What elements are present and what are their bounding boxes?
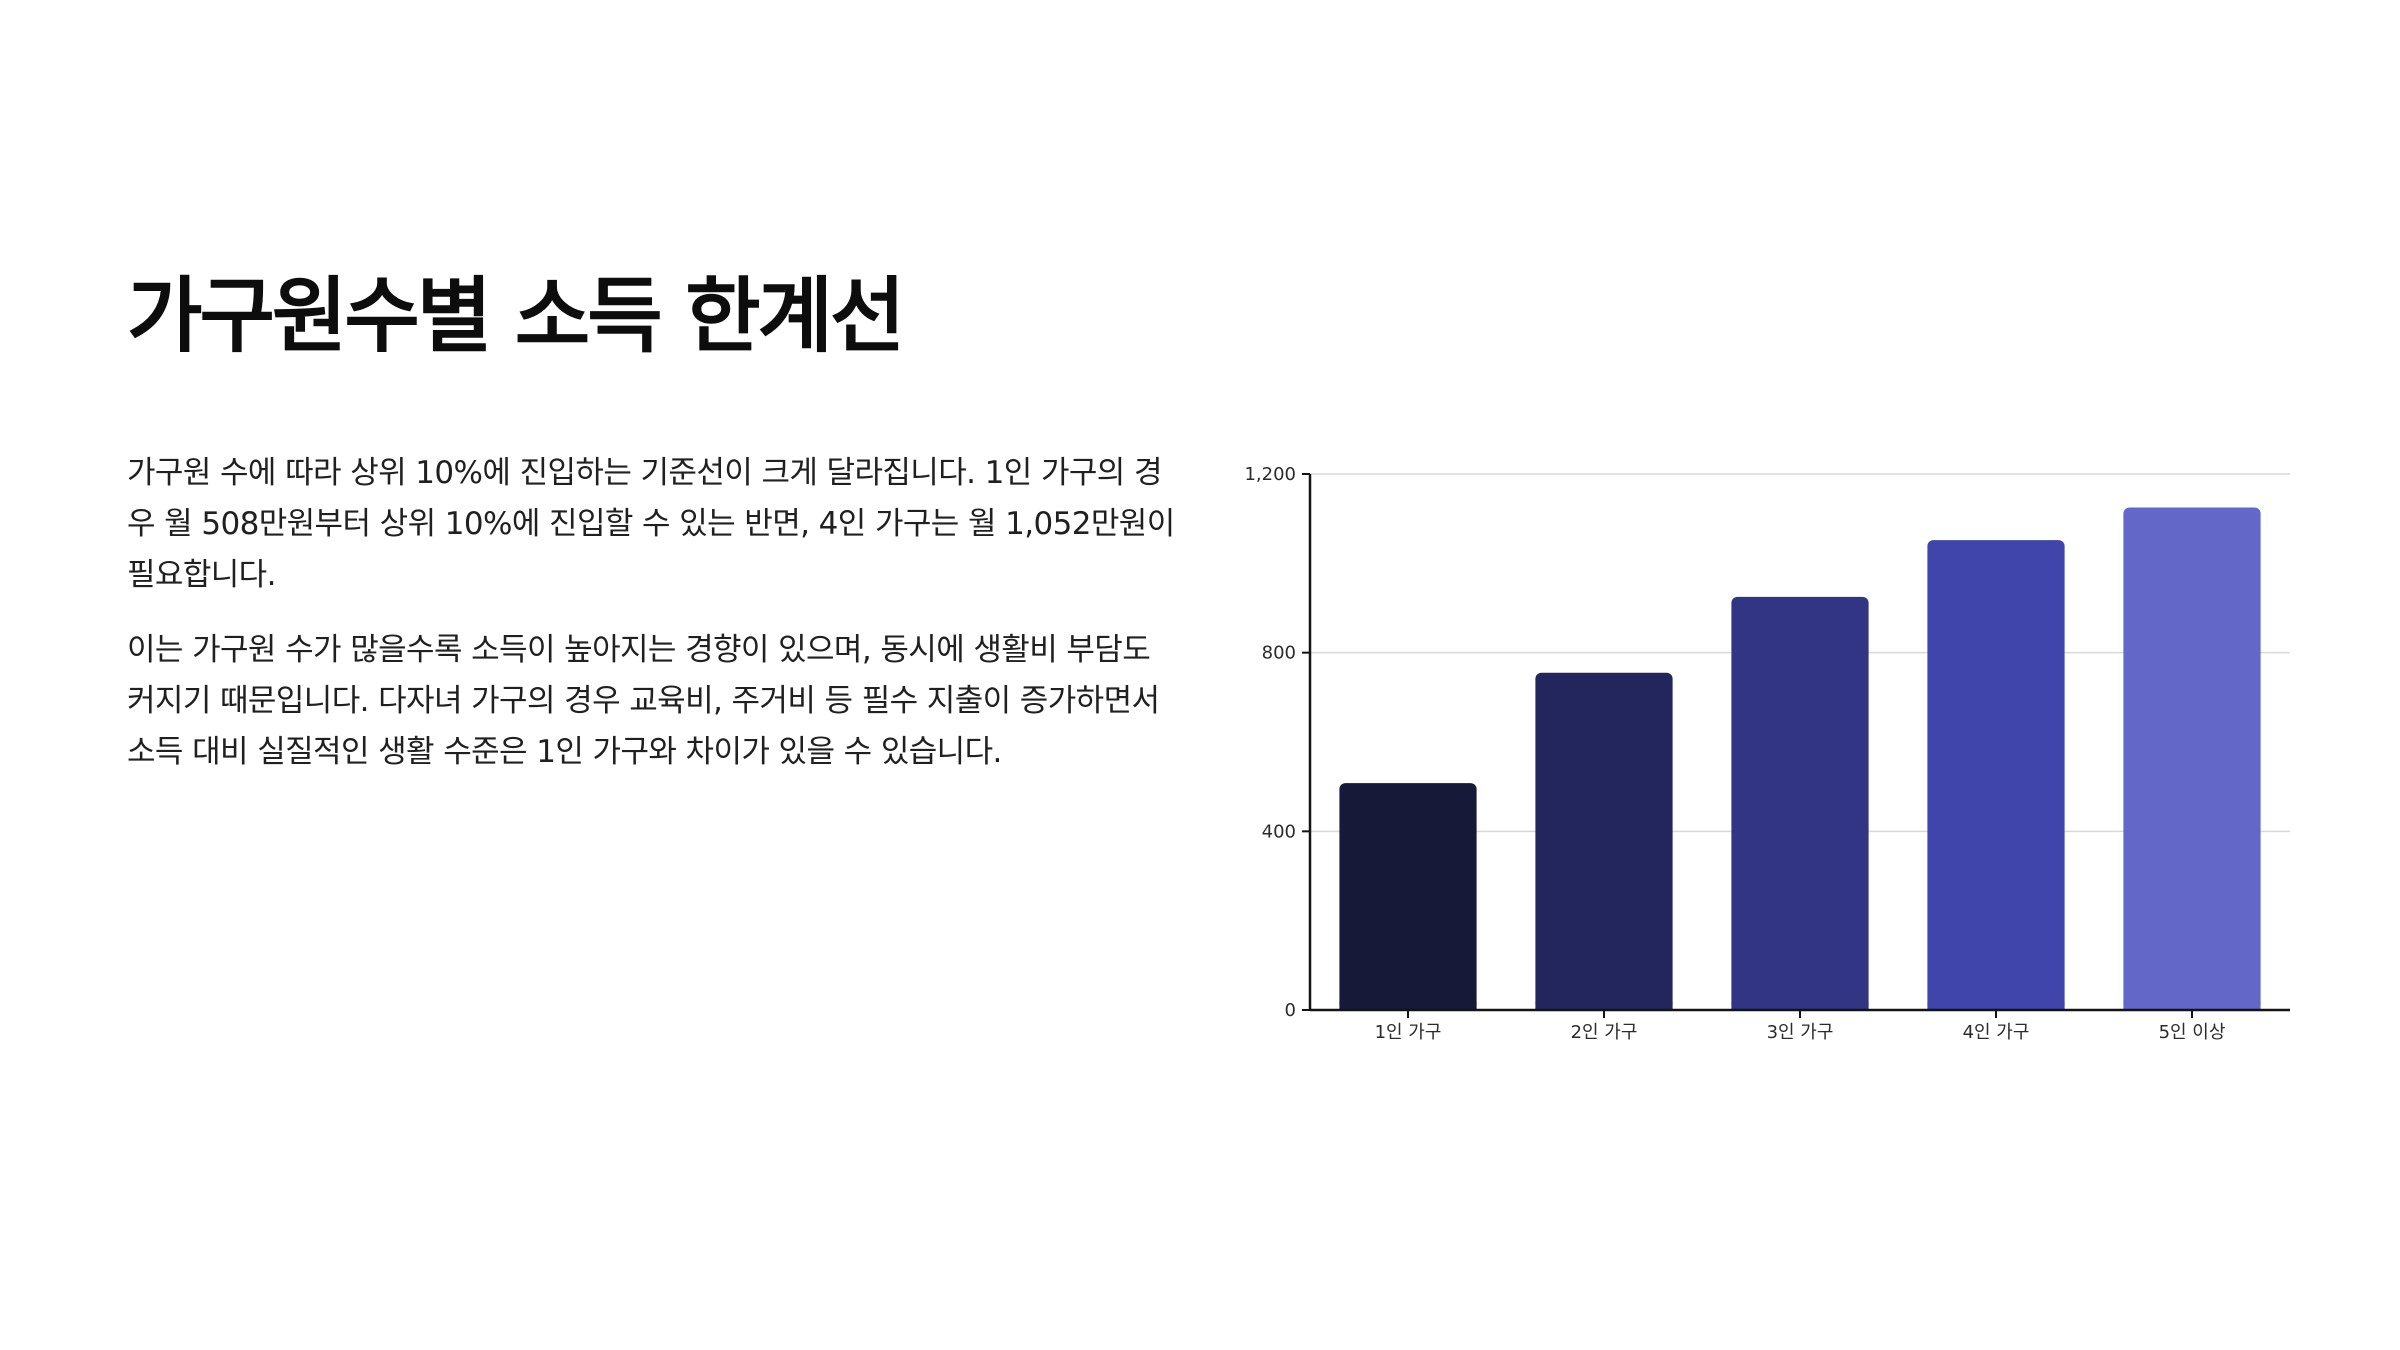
x-tick-label: 4인 가구 — [1963, 1022, 2030, 1043]
y-tick-label: 400 — [1262, 821, 1296, 842]
bar-1 — [1339, 783, 1477, 1010]
y-tick-label: 800 — [1262, 643, 1296, 664]
chart-svg: 0 400 800 1,200 1인 가구 2인 가구 3인 가구 4인 가구 5인 이상 — [1244, 464, 2290, 1043]
bar-4 — [1927, 540, 2065, 1010]
y-tick-label: 0 — [1285, 1000, 1296, 1021]
bar-base-2 — [1535, 1002, 1673, 1010]
income-threshold-bar-chart: 0 400 800 1,200 1인 가구 2인 가구 3인 가구 4인 가구 5인 이상 — [1230, 440, 2310, 1060]
y-tick-label: 1,200 — [1244, 464, 1296, 485]
x-tick-label: 2인 가구 — [1571, 1022, 1638, 1043]
bar-base-1 — [1339, 1002, 1477, 1010]
bar-base-3 — [1731, 1002, 1869, 1010]
bar-3 — [1731, 596, 1869, 1010]
bar-base-4 — [1927, 1002, 2065, 1010]
x-tick-label: 1인 가구 — [1375, 1022, 1442, 1043]
x-tick-label: 3인 가구 — [1767, 1022, 1834, 1043]
bar-base-5 — [2123, 1002, 2261, 1010]
description-paragraph-1: 가구원 수에 따라 상위 10%에 진입하는 기준선이 크게 달라집니다. 1인… — [127, 455, 1175, 593]
description-text: 가구원 수에 따라 상위 10%에 진입하는 기준선이 크게 달라집니다. 1인… — [127, 448, 1187, 802]
x-tick-label: 5인 이상 — [2159, 1022, 2226, 1043]
bar-5 — [2123, 507, 2261, 1010]
slide-title: 가구원수별 소득 한계선 — [127, 269, 905, 364]
description-paragraph-2: 이는 가구원 수가 많을수록 소득이 높아지는 경향이 있으며, 동시에 생활비… — [127, 632, 1160, 770]
bar-2 — [1535, 672, 1673, 1010]
